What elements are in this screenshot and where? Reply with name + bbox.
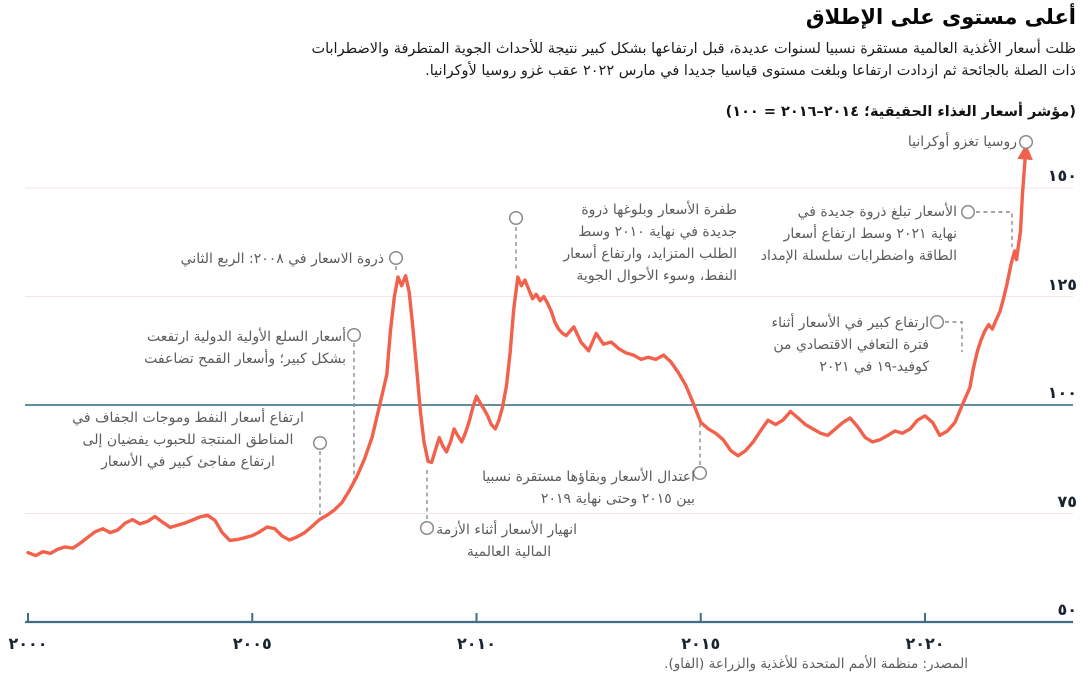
annotation-marker-2008-price-peak xyxy=(388,250,404,266)
annotation-commodity-prices-rise: أسعار السلع الأولية الدولية ارتفعت بشكل ك… xyxy=(144,329,346,367)
annotation-marker-commodity-prices-rise xyxy=(346,327,362,343)
x-tick-label-2005: ٢٠٠٥ xyxy=(232,634,272,653)
annotation-late-2021-peak: الأسعار تبلغ ذروة جديدة في نهاية ٢٠٢١ وسط… xyxy=(760,204,957,264)
price-index-line xyxy=(26,143,1033,558)
annotation-marker-oil-prices-and-droughts xyxy=(312,435,328,451)
chart-title: أعلى مستوى على الإطلاق xyxy=(805,5,1076,29)
chart-subtitle-line2: ذات الصلة بالجائحة ثم ازدادت ارتفاعا وبل… xyxy=(425,63,1076,79)
annotation-marker-late-2021-peak xyxy=(960,204,976,220)
x-tick-label-2000: ٢٠٠٠ xyxy=(8,634,48,653)
x-tick-label-2020: ٢٠٢٠ xyxy=(905,634,945,653)
annotation-marker-2010-price-surge xyxy=(508,210,524,226)
annotation-marker-russia-invades-ukraine xyxy=(1018,134,1034,150)
annotation-2010-price-surge: طفرة الأسعار وبلوغها ذروة جديدة في نهاية … xyxy=(563,202,737,284)
annotation-2008-price-peak: ذروة الاسعار في ٢٠٠٨: الربع الثاني xyxy=(180,251,384,267)
x-tick-label-2010: ٢٠١٠ xyxy=(456,634,497,653)
source-note: المصدر: منظمة الأمم المتحدة للأغذية والز… xyxy=(664,656,968,672)
annotation-covid-recovery-price-rise: ارتفاع كبير في الأسعار أثناء فترة التعافي… xyxy=(771,315,930,375)
x-tick-label-2015: ٢٠١٥ xyxy=(681,634,721,653)
annotation-connector-covid-recovery-price-rise xyxy=(945,321,963,352)
annotation-connector-late-2021-peak xyxy=(976,211,1013,247)
annotation-2015-2019-moderation: اعتدال الأسعار وبقاؤها مستقرة نسبيا بين ٢… xyxy=(482,469,695,507)
annotation-oil-prices-and-droughts: ارتفاع أسعار النفط وموجات الجفاف في المنا… xyxy=(72,410,304,470)
index-definition-note: (مؤشر أسعار الغذاء الحقيقية؛ ٢٠١٤–٢٠١٦ =… xyxy=(725,104,1076,120)
chart-subtitle-line1: ظلت أسعار الأغذية العالمية مستقرة نسبيا … xyxy=(311,41,1076,57)
y-tick-label-50: ٥٠ xyxy=(1057,600,1077,619)
y-tick-label-125: ١٢٥ xyxy=(1047,274,1077,294)
y-tick-label-75: ٧٥ xyxy=(1057,491,1077,511)
annotation-russia-invades-ukraine: روسيا تغزو أوكرانيا xyxy=(907,134,1017,150)
annotation-marker-2015-2019-moderation xyxy=(692,465,708,481)
y-tick-label-150: ١٥٠ xyxy=(1047,166,1077,185)
annotation-marker-covid-recovery-price-rise xyxy=(929,314,945,330)
annotation-financial-crisis-collapse: انهيار الأسعار أثناء الأزمة المالية العال… xyxy=(436,522,577,560)
y-tick-label-100: ١٠٠ xyxy=(1047,383,1077,402)
annotation-marker-financial-crisis-collapse xyxy=(419,520,435,536)
